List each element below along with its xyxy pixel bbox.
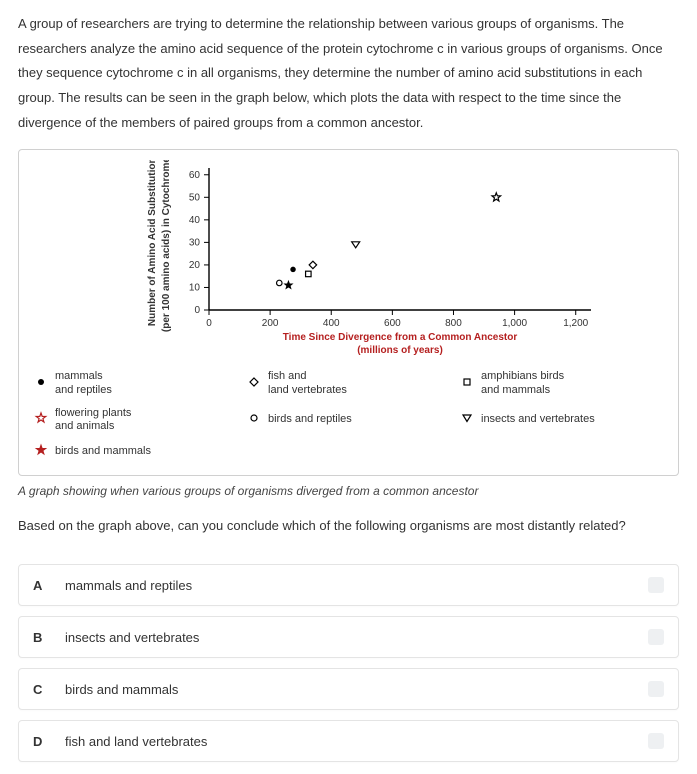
answer-list: Amammals and reptiles Binsects and verteb… — [18, 564, 679, 762]
x-axis-title: Time Since Divergence from a Common Ance… — [282, 332, 517, 343]
y-tick-label: 50 — [188, 193, 200, 204]
answer-checkbox[interactable] — [648, 681, 664, 697]
filled-circle-icon — [33, 375, 49, 392]
scatter-chart: 0 200 400 600 800 1,000 1,200 0 10 20 30 40 50 60 Time… — [89, 160, 609, 360]
answer-checkbox[interactable] — [648, 733, 664, 749]
legend: mammalsand reptiles fish andland vertebra… — [33, 370, 664, 460]
x-axis-subtitle: (millions of years) — [357, 345, 443, 356]
y-tick-label: 40 — [188, 215, 200, 226]
y-tick-label: 30 — [188, 238, 200, 249]
y-tick-label: 0 — [194, 305, 200, 316]
chart-container: 0 200 400 600 800 1,000 1,200 0 10 20 30 40 50 60 Time… — [18, 149, 679, 475]
x-tick-label: 0 — [206, 318, 212, 329]
legend-item: mammalsand reptiles — [33, 370, 238, 396]
legend-label: birds and mammals — [55, 445, 151, 458]
answer-text: mammals and reptiles — [65, 578, 630, 593]
x-tick-label: 200 — [261, 318, 278, 329]
y-axis-title: Number of Amino Acid Substitutions — [147, 160, 158, 326]
chart-caption: A graph showing when various groups of o… — [18, 484, 679, 498]
legend-label: mammalsand reptiles — [55, 370, 112, 396]
answer-checkbox[interactable] — [648, 629, 664, 645]
legend-item: amphibians birdsand mammals — [459, 370, 664, 396]
answer-text: fish and land vertebrates — [65, 734, 630, 749]
open-star-icon — [33, 411, 49, 428]
answer-checkbox[interactable] — [648, 577, 664, 593]
x-tick-label: 1,200 — [563, 318, 588, 329]
answer-letter: C — [33, 682, 47, 697]
answer-letter: B — [33, 630, 47, 645]
legend-item: birds and mammals — [33, 443, 238, 460]
answer-text: birds and mammals — [65, 682, 630, 697]
x-tick-label: 600 — [384, 318, 401, 329]
y-tick-label: 10 — [188, 283, 200, 294]
y-tick-label: 20 — [188, 260, 200, 271]
legend-label: birds and reptiles — [268, 413, 352, 426]
answer-option-c[interactable]: Cbirds and mammals — [18, 668, 679, 710]
y-tick-label: 60 — [188, 170, 200, 181]
chart-plot: 0 200 400 600 800 1,000 1,200 0 10 20 30 40 50 60 Time… — [33, 160, 664, 360]
answer-letter: D — [33, 734, 47, 749]
passage-text: A group of researchers are trying to det… — [18, 12, 679, 135]
legend-label: flowering plantsand animals — [55, 407, 131, 433]
open-circle-icon — [246, 411, 262, 428]
open-diamond-icon — [246, 375, 262, 392]
answer-letter: A — [33, 578, 47, 593]
answer-text: insects and vertebrates — [65, 630, 630, 645]
filled-star-icon — [33, 443, 49, 460]
legend-item: flowering plantsand animals — [33, 407, 238, 433]
open-triangle-icon — [459, 411, 475, 428]
question-text: Based on the graph above, can you conclu… — [18, 516, 679, 537]
legend-label: insects and vertebrates — [481, 413, 595, 426]
legend-label: amphibians birdsand mammals — [481, 370, 564, 396]
y-axis-subtitle: (per 100 amino acids) in Cytochrome, c — [161, 160, 172, 332]
answer-option-a[interactable]: Amammals and reptiles — [18, 564, 679, 606]
legend-item: fish andland vertebrates — [246, 370, 451, 396]
legend-item: insects and vertebrates — [459, 407, 664, 433]
x-tick-label: 800 — [445, 318, 462, 329]
answer-option-d[interactable]: Dfish and land vertebrates — [18, 720, 679, 762]
x-tick-label: 1,000 — [502, 318, 527, 329]
answer-option-b[interactable]: Binsects and vertebrates — [18, 616, 679, 658]
legend-label: fish andland vertebrates — [268, 370, 347, 396]
x-tick-label: 400 — [322, 318, 339, 329]
legend-item: birds and reptiles — [246, 407, 451, 433]
open-square-icon — [459, 375, 475, 392]
